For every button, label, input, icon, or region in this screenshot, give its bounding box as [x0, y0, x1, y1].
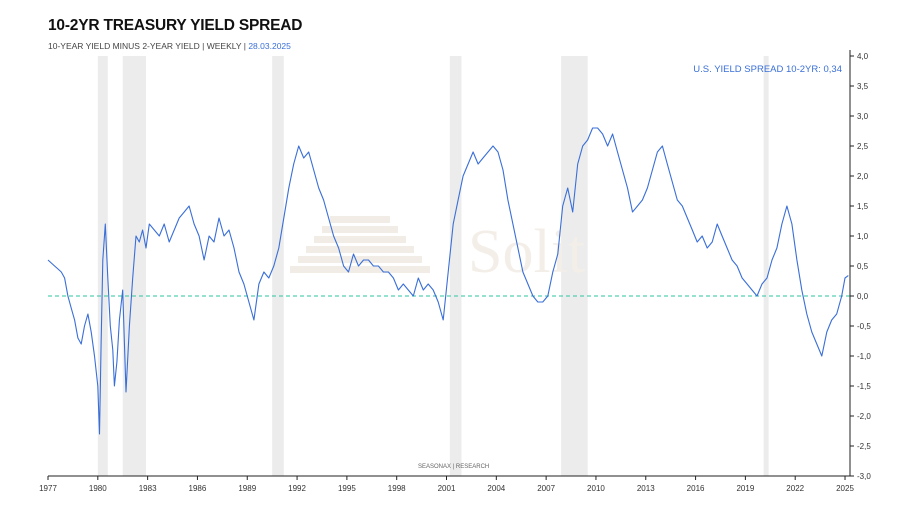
x-tick-label: 1995: [338, 484, 356, 493]
y-tick-label: 0,0: [857, 292, 869, 301]
x-tick-label: 2010: [587, 484, 605, 493]
y-tick-label: -0,5: [857, 322, 871, 331]
chart-subtitle: 10-YEAR YIELD MINUS 2-YEAR YIELD | WEEKL…: [48, 41, 291, 51]
x-tick-label: 1998: [388, 484, 406, 493]
watermark-logo-text: Solit: [468, 218, 585, 286]
x-tick-label: 2004: [487, 484, 505, 493]
y-tick-label: 1,0: [857, 232, 869, 241]
recession-shading-group: [97, 56, 769, 476]
x-tick-label: 2001: [438, 484, 456, 493]
x-tick-label: 1989: [238, 484, 256, 493]
y-tick-label: 3,0: [857, 112, 869, 121]
recession-band-5: [763, 56, 769, 476]
y-tick-label: 0,5: [857, 262, 869, 271]
y-tick-label: -1,5: [857, 382, 871, 391]
x-tick-label: 1980: [89, 484, 107, 493]
recession-band-3: [449, 56, 462, 476]
legend-label: U.S. YIELD SPREAD 10-2YR: 0,34: [693, 64, 842, 75]
x-tick-label: 2007: [537, 484, 555, 493]
y-tick-label: 3,5: [857, 82, 869, 91]
spread-series-line: [47, 127, 849, 435]
y-tick-label: 2,5: [857, 142, 869, 151]
x-tick-label: 2019: [736, 484, 754, 493]
recession-band-2: [272, 56, 284, 476]
y-tick-label: -1,0: [857, 352, 871, 361]
subtitle-description: 10-YEAR YIELD MINUS 2-YEAR YIELD | WEEKL…: [48, 41, 246, 51]
x-tick-label: 2022: [786, 484, 804, 493]
y-tick-label: 4,0: [857, 52, 869, 61]
watermark-source: SEASONAX | RESEARCH: [418, 464, 489, 470]
x-tick-label: 1992: [288, 484, 306, 493]
y-tick-label: -2,0: [857, 412, 871, 421]
y-tick-label: 2,0: [857, 172, 869, 181]
x-tick-label: 1977: [39, 484, 57, 493]
x-tick-label: 1983: [139, 484, 157, 493]
x-tick-label: 2013: [637, 484, 655, 493]
y-tick-label: -2,5: [857, 442, 871, 451]
watermark: Solit SEASONAX | RESEARCH: [290, 216, 585, 470]
x-tick-label: 2016: [687, 484, 705, 493]
x-tick-label: 2025: [836, 484, 854, 493]
axes-group: 4,0 3,5 3,0 2,5 2,0 1,5 1,0 0,5 0,0 -0,5 -1,0 -1,5 -…: [39, 50, 871, 493]
y-tick-label: -3,0: [857, 472, 871, 481]
y-tick-label: 1,5: [857, 202, 869, 211]
watermark-logo-icon: [290, 216, 430, 273]
recession-band-4: [561, 56, 588, 476]
chart-title: 10-2YR TREASURY YIELD SPREAD: [48, 17, 303, 34]
recession-band-1: [122, 56, 146, 476]
subtitle-date: 28.03.2025: [248, 41, 291, 51]
x-tick-label: 1986: [189, 484, 207, 493]
